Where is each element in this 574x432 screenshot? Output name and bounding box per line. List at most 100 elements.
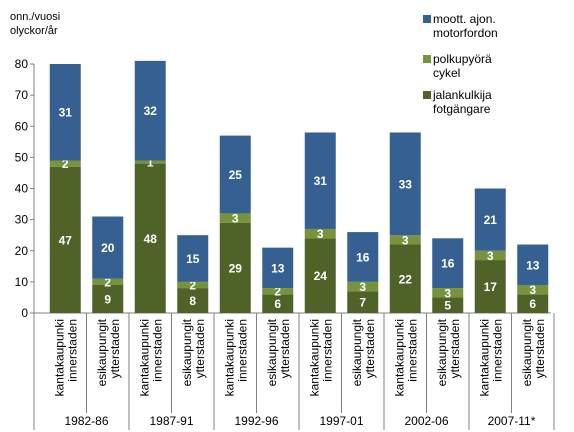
x-category-label-line-1: kantakaupunki: [52, 319, 66, 396]
legend-swatch-pedestrian: [423, 91, 431, 99]
data-label-pedestrian: 48: [144, 232, 158, 246]
x-category-label-line-1: kantakaupunki: [392, 319, 406, 396]
data-label-motor-vehicle: 32: [144, 104, 158, 118]
x-category-label-line-1: kantakaupunki: [477, 319, 491, 396]
data-label-motor-vehicle: 20: [101, 241, 115, 255]
bar-segment-motor-vehicle: [134, 60, 166, 161]
bars: 4723192204813282152932562132433173162233…: [49, 60, 549, 313]
x-group-label: 1987-91: [149, 414, 193, 428]
bar-segment-bicycle: [517, 284, 549, 295]
bar-segment-bicycle: [92, 278, 124, 285]
data-label-motor-vehicle: 31: [314, 174, 328, 188]
bar-segment-pedestrian: [177, 288, 209, 313]
legend-label-motor-vehicle: motorfordon: [433, 26, 498, 40]
data-label-pedestrian: 17: [484, 280, 498, 294]
bar-segment-motor-vehicle: [304, 132, 336, 229]
data-label-motor-vehicle: 16: [356, 250, 370, 264]
x-category-label-line-2: innerstaden: [405, 319, 419, 382]
data-label-motor-vehicle: 13: [271, 261, 285, 275]
bar-segment-motor-vehicle: [177, 235, 209, 282]
x-group-label: 1992-96: [234, 414, 278, 428]
x-category-label-line-1: kantakaupunki: [137, 319, 151, 396]
data-label-bicycle: 3: [359, 280, 366, 294]
bar-segment-pedestrian: [219, 222, 251, 313]
y-tick-label: 30: [15, 213, 29, 227]
data-label-motor-vehicle: 15: [186, 252, 200, 266]
y-tick-label: 50: [15, 150, 29, 164]
data-label-bicycle: 3: [529, 283, 536, 297]
x-category-label: kantakaupunki innerstaden: [222, 319, 249, 396]
bar-segment-pedestrian: [262, 294, 294, 313]
data-label-motor-vehicle: 21: [484, 213, 498, 227]
data-label-bicycle: 3: [402, 233, 409, 247]
x-category-label-line-2: ytterstaden: [448, 319, 462, 378]
x-group-label: 1997-01: [319, 414, 363, 428]
x-category-label-line-1: esikaupungit: [350, 318, 364, 386]
y-tick-label: 40: [15, 182, 29, 196]
bar-segment-pedestrian: [49, 166, 81, 313]
bar-segment-motor-vehicle: [219, 135, 251, 214]
data-label-pedestrian: 6: [274, 297, 281, 311]
x-group-label: 2002-06: [404, 414, 448, 428]
data-label-pedestrian: 47: [59, 233, 73, 247]
x-group-label: 1982-86: [64, 414, 108, 428]
data-label-motor-vehicle: 13: [526, 258, 540, 272]
x-category-label: esikaupungit ytterstaden: [520, 318, 547, 386]
bar-segment-bicycle: [389, 235, 421, 245]
y-axis-title-line-1: onn./vuosi: [10, 11, 60, 23]
bar-segment-motor-vehicle: [49, 64, 81, 161]
data-label-pedestrian: 24: [314, 269, 328, 283]
bar-segment-motor-vehicle: [347, 232, 379, 282]
x-category-label: kantakaupunki innerstaden: [392, 319, 419, 396]
bar-segment-motor-vehicle: [517, 244, 549, 285]
x-category-label-line-2: innerstaden: [65, 319, 79, 382]
data-label-motor-vehicle: 25: [229, 168, 243, 182]
data-label-bicycle: 3: [487, 249, 494, 263]
data-label-bicycle: 1: [147, 156, 154, 170]
data-label-bicycle: 2: [104, 275, 111, 289]
bar-segment-pedestrian: [389, 244, 421, 313]
data-label-motor-vehicle: 33: [399, 177, 413, 191]
data-label-pedestrian: 9: [104, 292, 111, 306]
legend-swatch-motor-vehicle: [423, 15, 431, 23]
data-label-pedestrian: 29: [229, 261, 243, 275]
x-group-label: 2007-11*: [488, 414, 536, 428]
x-category-label-line-2: ytterstaden: [363, 319, 377, 378]
x-category-label: kantakaupunki innerstaden: [137, 319, 164, 396]
x-category-label-line-1: esikaupungit: [520, 318, 534, 386]
legend-label-motor-vehicle: moott. ajon.: [433, 12, 496, 26]
data-label-bicycle: 3: [232, 212, 239, 226]
bar-segment-motor-vehicle: [389, 132, 421, 236]
y-tick-label: 0: [21, 306, 28, 320]
x-category-label-line-1: esikaupungit: [435, 318, 449, 386]
x-category-label-line-2: innerstaden: [320, 319, 334, 382]
x-category-label-line-2: ytterstaden: [193, 319, 207, 378]
bar-segment-bicycle: [432, 288, 464, 298]
y-tick-label: 60: [15, 119, 29, 133]
bar-segment-pedestrian: [347, 291, 379, 313]
x-category-label-line-2: innerstaden: [490, 319, 504, 382]
data-label-pedestrian: 22: [399, 272, 413, 286]
x-category-labels: kantakaupunki innerstaden esikaupungit ytte…: [52, 318, 547, 428]
x-category-label-line-1: esikaupungit: [265, 318, 279, 386]
x-category-label: esikaupungit ytterstaden: [350, 318, 377, 386]
bar-segment-bicycle: [219, 213, 251, 223]
y-axis-title: onn./vuosi olyckor/år: [10, 11, 60, 37]
legend-label-pedestrian: fotgängare: [433, 102, 491, 116]
x-category-label: kantakaupunki innerstaden: [307, 319, 334, 396]
y-tick-label: 80: [15, 57, 29, 71]
bar-segment-bicycle: [177, 281, 209, 289]
data-label-bicycle: 2: [62, 157, 69, 171]
data-label-bicycle: 3: [444, 286, 451, 300]
bar-segment-bicycle: [347, 281, 379, 292]
x-category-label-line-2: innerstaden: [150, 319, 164, 382]
x-category-label-line-2: ytterstaden: [533, 319, 547, 378]
x-category-label-line-2: ytterstaden: [278, 319, 292, 378]
x-category-label: esikaupungit ytterstaden: [95, 318, 122, 386]
bar-segment-pedestrian: [304, 238, 336, 313]
x-category-label-line-1: esikaupungit: [95, 318, 109, 386]
x-category-label: esikaupungit ytterstaden: [265, 318, 292, 386]
